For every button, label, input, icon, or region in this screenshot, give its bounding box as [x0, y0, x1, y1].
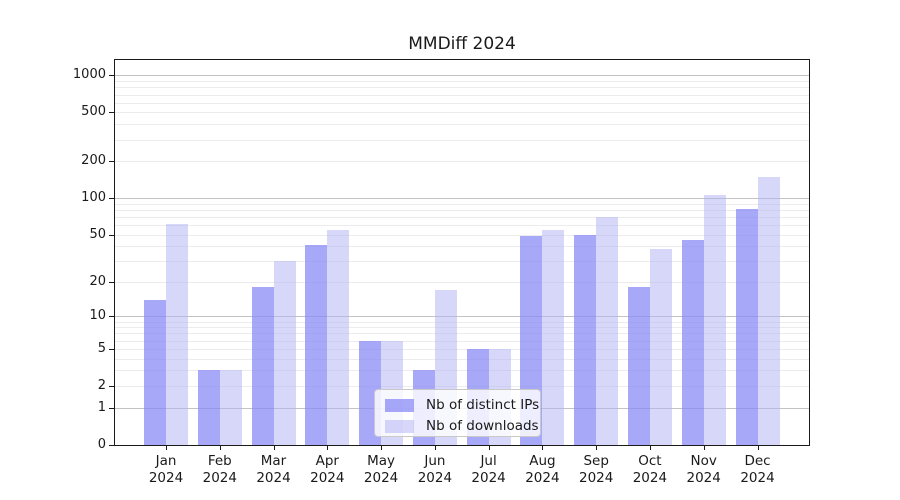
xtick-label-oct: Oct 2024: [632, 453, 668, 486]
gridline-minor-7: [114, 333, 810, 335]
bar-nb-of-downloads-aug: [542, 229, 565, 445]
gridline-minor-700: [114, 94, 810, 96]
gridline-major-100: [114, 198, 810, 199]
ytick-200: [109, 161, 114, 163]
xtick-label-sep: Sep 2024: [579, 453, 614, 486]
legend-label-downloads: Nb of downloads: [426, 417, 539, 434]
bar-nb-of-downloads-sep: [596, 216, 619, 445]
xtick-label-aug: Aug 2024: [525, 453, 560, 486]
ytick-1000: [109, 75, 114, 77]
xtick-apr: [327, 445, 329, 450]
ytick-label-1000: 1000: [72, 67, 106, 83]
ytick-label-2: 2: [97, 377, 106, 393]
gridline-minor-300: [114, 139, 810, 141]
bar-nb-of-distinct-ips-dec: [735, 209, 758, 445]
bar-nb-of-downloads-jan: [166, 224, 188, 445]
ytick-10: [109, 316, 114, 318]
gridline-minor-9: [114, 321, 810, 323]
gridline-minor-90: [114, 203, 810, 205]
ytick-50: [109, 234, 114, 236]
ytick-label-200: 200: [81, 153, 106, 169]
bar-nb-of-distinct-ips-apr: [305, 244, 328, 445]
gridline-minor-200: [114, 161, 810, 163]
xtick-label-feb: Feb 2024: [202, 453, 237, 486]
bar-nb-of-distinct-ips-jan: [144, 299, 166, 445]
legend: Nb of distinct IPs Nb of downloads: [374, 389, 541, 437]
gridline-minor-60: [114, 224, 810, 226]
ytick-label-10: 10: [89, 308, 106, 324]
ytick-label-1: 1: [97, 399, 106, 415]
xtick-label-jul: Jul 2024: [471, 453, 506, 486]
gridline-minor-5: [114, 348, 810, 350]
ytick-label-500: 500: [81, 104, 106, 120]
xtick-label-dec: Dec 2024: [740, 453, 775, 486]
legend-swatch-downloads: [385, 419, 414, 433]
ytick-20: [109, 281, 114, 283]
bar-nb-of-distinct-ips-nov: [681, 240, 704, 445]
legend-row-downloads: Nb of downloads: [385, 417, 540, 435]
gridline-minor-40: [114, 246, 810, 248]
legend-swatch-distinct-ips: [385, 398, 414, 412]
bar-nb-of-downloads-nov: [703, 194, 726, 445]
xtick-label-jan: Jan 2024: [148, 453, 184, 486]
gridline-minor-600: [114, 102, 810, 104]
xtick-sep: [596, 445, 598, 450]
ytick-5: [109, 348, 114, 350]
xtick-aug: [542, 445, 544, 450]
xtick-jun: [434, 445, 436, 450]
bar-nb-of-downloads-apr: [327, 230, 350, 445]
ytick-label-0: 0: [97, 436, 106, 452]
gridline-minor-50: [114, 234, 810, 236]
gridline-minor-80: [114, 209, 810, 211]
gridline-minor-900: [114, 81, 810, 83]
xtick-feb: [219, 445, 221, 450]
xtick-may: [381, 445, 383, 450]
xtick-label-nov: Nov 2024: [686, 453, 721, 486]
bar-nb-of-downloads-mar: [273, 261, 296, 445]
gridline-minor-2: [114, 385, 810, 387]
ytick-0: [109, 444, 114, 446]
gridline-minor-8: [114, 327, 810, 329]
legend-label-distinct-ips: Nb of distinct IPs: [426, 396, 540, 413]
gridline-major-1000: [114, 75, 810, 77]
ytick-2: [109, 385, 114, 387]
xtick-label-jun: Jun 2024: [417, 453, 453, 486]
bar-nb-of-distinct-ips-mar: [251, 287, 274, 445]
xtick-mar: [273, 445, 275, 450]
ytick-1: [109, 407, 114, 409]
ytick-label-20: 20: [89, 273, 106, 289]
gridline-minor-3: [114, 370, 810, 372]
bar-nb-of-downloads-oct: [649, 248, 672, 445]
xtick-jan: [166, 445, 167, 450]
bar-nb-of-distinct-ips-oct: [627, 287, 650, 445]
bar-nb-of-downloads-dec: [757, 176, 780, 445]
bar-nb-of-downloads-feb: [219, 370, 242, 445]
gridline-minor-6: [114, 340, 810, 342]
chart-title: MMDiff 2024: [408, 34, 516, 54]
gridline-minor-500: [114, 112, 810, 114]
gridline-minor-800: [114, 87, 810, 89]
ytick-label-100: 100: [81, 190, 106, 205]
ytick-100: [109, 198, 114, 199]
ytick-label-5: 5: [97, 340, 106, 356]
gridline-minor-400: [114, 124, 810, 126]
xtick-label-mar: Mar 2024: [256, 453, 291, 486]
xtick-dec: [757, 445, 759, 450]
xtick-label-apr: Apr 2024: [310, 453, 345, 486]
xtick-jul: [488, 445, 490, 450]
ytick-500: [109, 112, 114, 114]
gridline-minor-4: [114, 358, 810, 360]
gridline-minor-20: [114, 281, 810, 283]
gridline-minor-70: [114, 216, 810, 218]
ytick-label-50: 50: [89, 226, 106, 242]
bar-nb-of-distinct-ips-feb: [197, 370, 220, 445]
gridline-major-10: [114, 316, 810, 318]
legend-row-distinct-ips: Nb of distinct IPs: [385, 396, 540, 414]
xtick-oct: [649, 445, 651, 450]
bar-nb-of-distinct-ips-sep: [574, 234, 597, 445]
xtick-label-may: May 2024: [363, 453, 399, 486]
xtick-nov: [703, 445, 705, 450]
gridline-minor-30: [114, 261, 810, 263]
